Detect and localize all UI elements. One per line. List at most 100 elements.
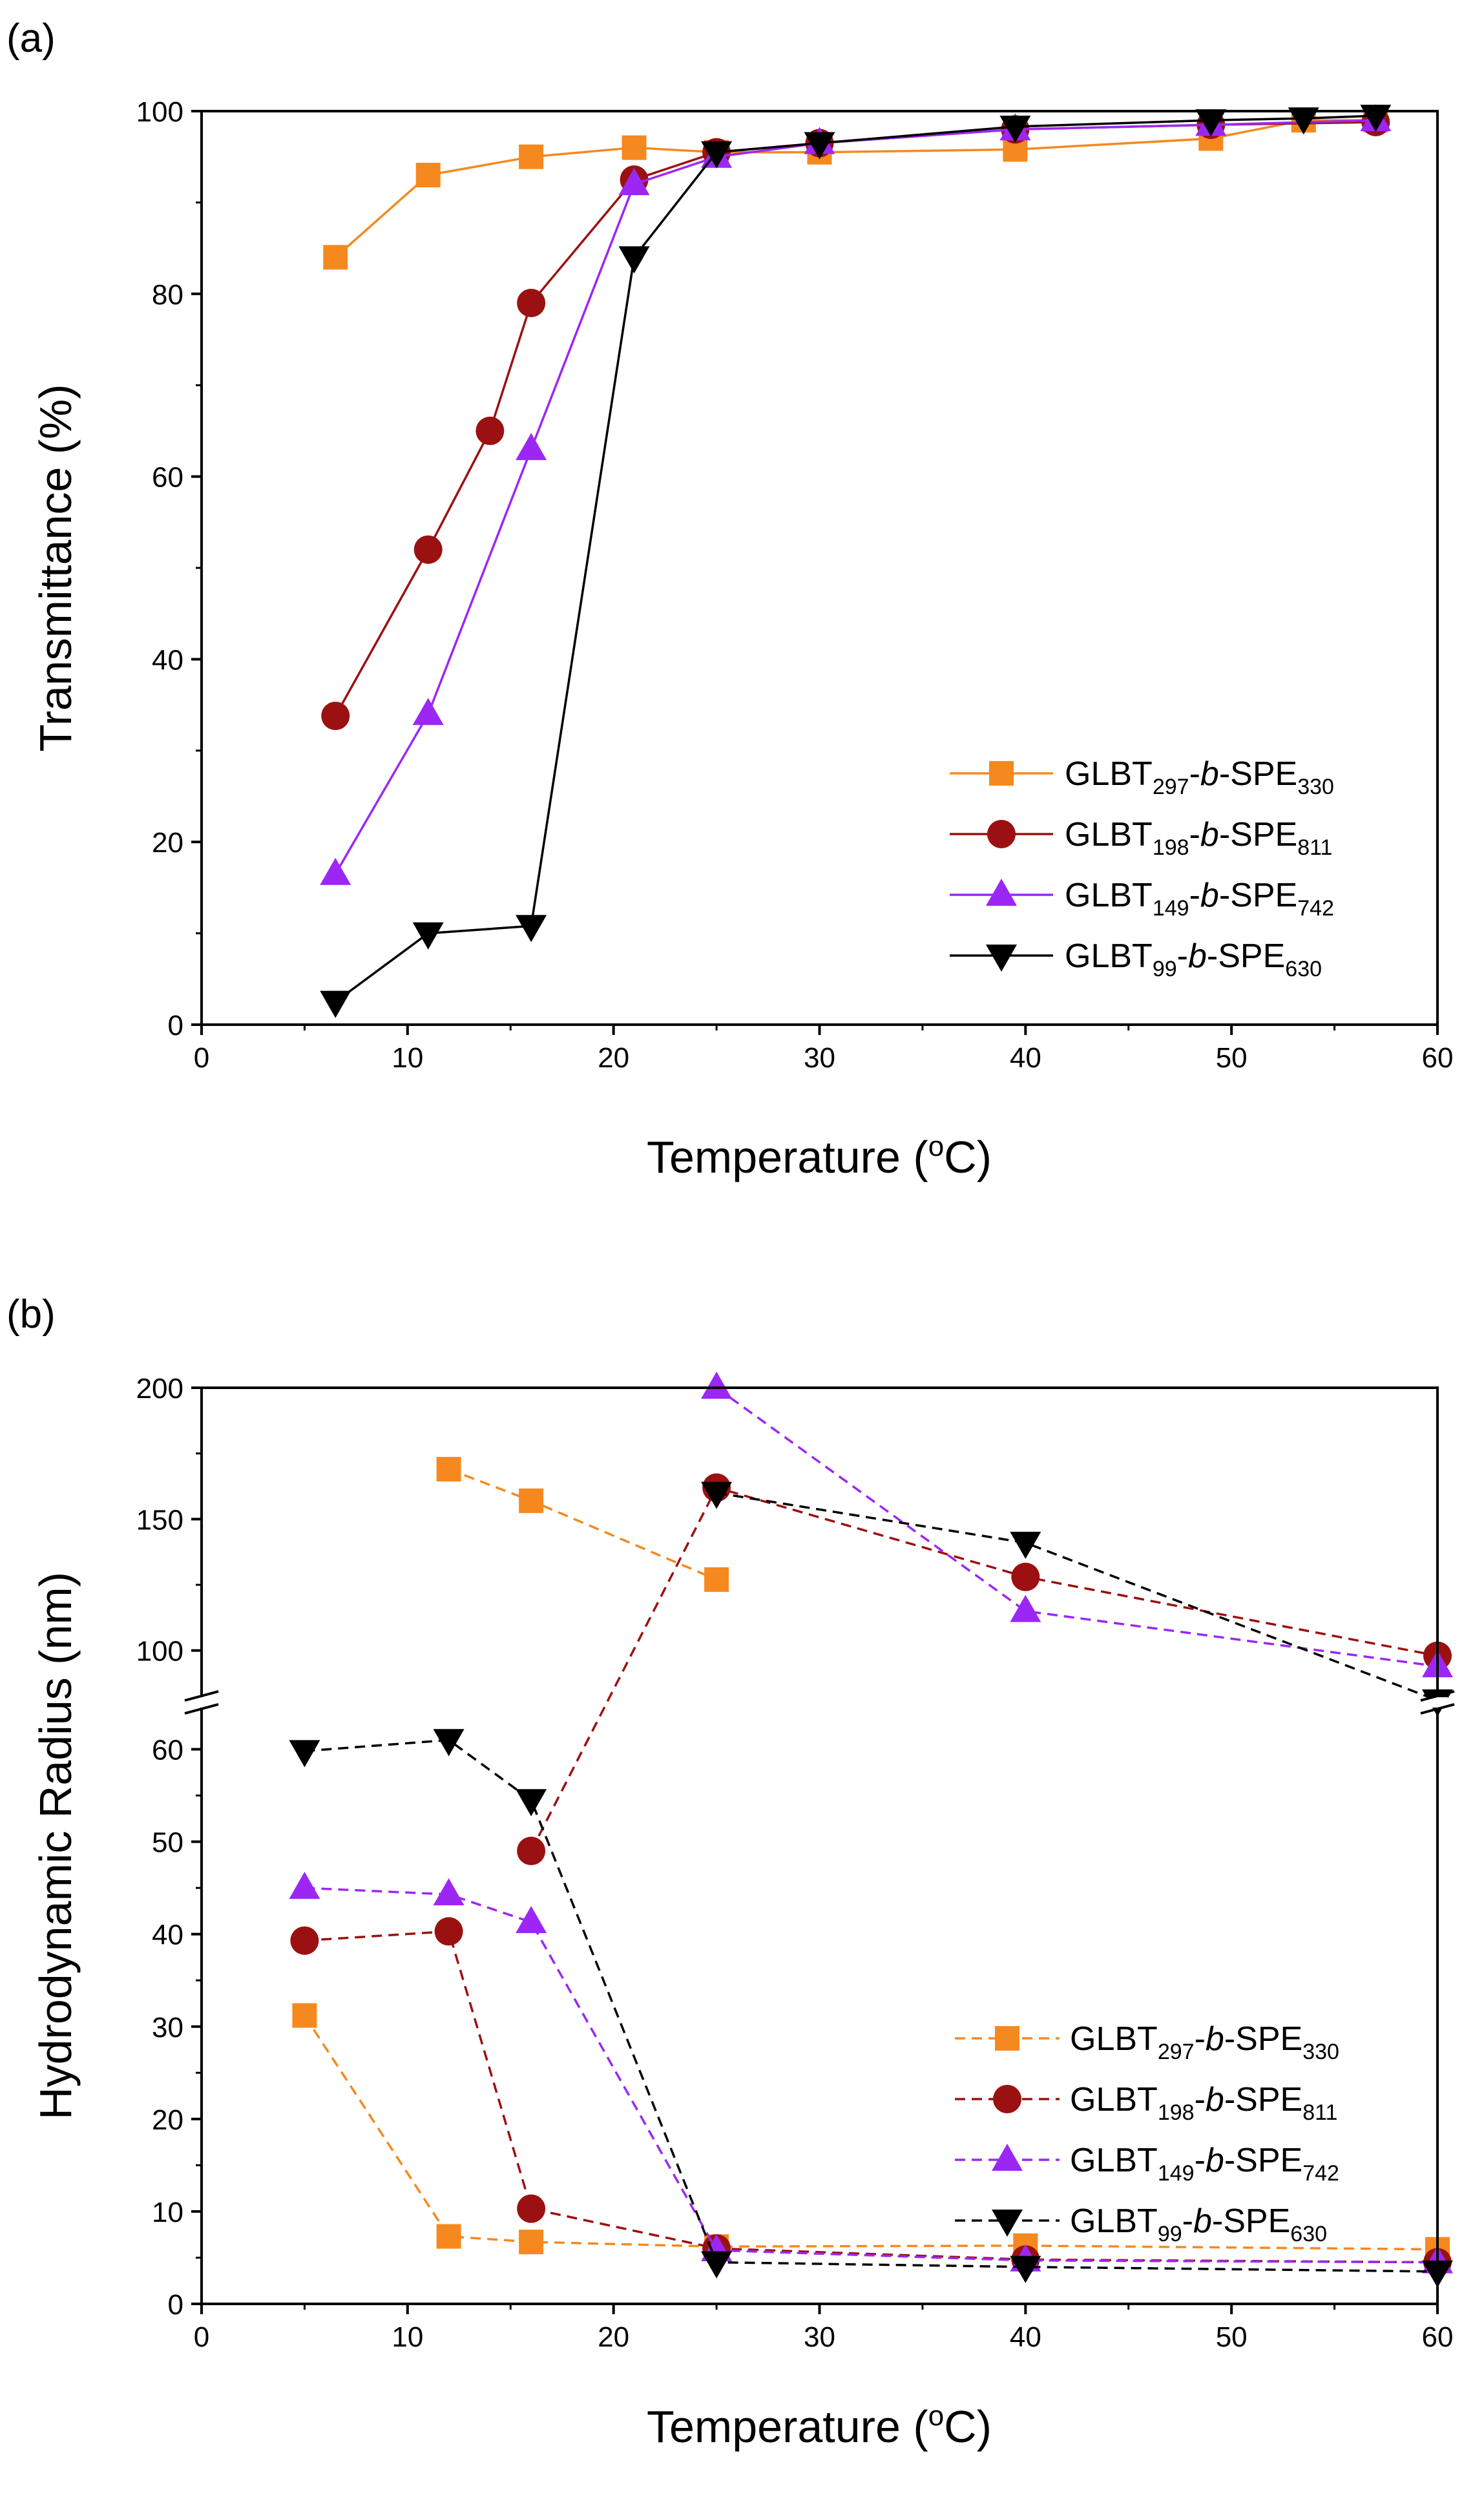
x-tick-label: 0 [194,1042,209,1074]
legend-marker [995,2026,1019,2051]
legend-label-2: GLBT149-b-SPE742 [1070,2142,1339,2186]
data-point-3 [289,1740,320,1768]
legend-label-0: GLBT297-b-SPE330 [1065,755,1334,799]
data-point-upper-3 [701,1481,733,1509]
data-point-3 [1195,109,1227,137]
data-point-upper-3 [1010,1531,1041,1559]
x-axis-label-a: Temperature (oC) [647,1131,992,1182]
data-point-3 [804,132,835,160]
data-point-2 [289,1872,320,1899]
data-point-upper-2 [701,1372,733,1399]
data-point-1 [517,2194,546,2223]
series-line-lower-1 [304,1930,1438,2264]
legend-label-3: GLBT99-b-SPE630 [1065,937,1322,981]
data-point-3 [516,915,547,943]
legend-marker [986,879,1017,906]
chart-transmittance: (a) 0 10 20 30 40 50 60 0 20 40 60 80 100 GLBT297-b-… [6,16,1453,1182]
legend-marker [989,761,1014,786]
data-point-2 [412,698,444,726]
data-point-1 [413,535,443,564]
legend-marker [987,820,1016,848]
x-tick-label: 10 [392,2321,423,2353]
y-tick-label: 10 [152,2197,183,2228]
y-axis-label-b: Hydrodynamic Radius (nm) [30,1572,81,2120]
data-point-upper-0 [519,1488,544,1513]
panel-label-a: (a) [6,16,56,61]
data-point-1 [476,416,505,445]
data-point-upper-0 [436,1457,461,1482]
data-point-0 [519,144,544,169]
x-tick-label: 50 [1216,1042,1248,1074]
y-axis-label-a: Transmittance (%) [30,384,81,751]
data-point-3 [412,922,444,950]
data-point-1 [321,702,350,731]
x-tick-label: 30 [804,1042,835,1074]
data-point-2 [516,433,547,461]
series-line-lower-2 [304,1887,1438,2264]
y-tick-label: 100 [136,1636,183,1668]
legend-label-0: GLBT297-b-SPE330 [1070,2020,1339,2064]
data-point-3 [999,116,1031,143]
x-tick-label: 50 [1216,2321,1248,2353]
x-tick-label: 40 [1010,1042,1041,1074]
legend-marker [992,2210,1023,2237]
y-tick-label: 30 [152,2012,183,2044]
data-point-3 [701,141,733,169]
data-point-3 [1288,107,1319,135]
series-line-lower-0 [303,2014,1438,2251]
data-point-0 [415,162,441,187]
data-point-3 [618,246,650,274]
data-point-3 [433,1729,465,1757]
legend-marker [986,945,1017,972]
data-point-2 [618,168,650,196]
data-point-1 [517,288,546,317]
data-point-0 [436,2224,461,2249]
data-point-1 [290,1926,319,1955]
y-tick-label: 40 [152,644,183,676]
data-point-3 [516,1789,547,1817]
x-axis-label-b: Temperature (oC) [647,2400,992,2452]
data-point-3 [701,2251,733,2279]
data-point-upper-1 [517,1836,546,1865]
data-point-0 [519,2230,544,2255]
y-tick-label: 0 [168,2289,183,2321]
data-point-1 [434,1917,463,1946]
legend-marker [992,2144,1023,2171]
data-point-upper-1 [1011,1562,1040,1591]
legend-label-2: GLBT149-b-SPE742 [1065,877,1334,921]
data-point-0 [292,2003,317,2028]
series-line-3 [335,114,1376,1003]
y-tick-label: 20 [152,2104,183,2136]
legend-label-3: GLBT99-b-SPE630 [1070,2202,1327,2246]
x-tick-label: 60 [1422,1042,1454,1074]
data-point-upper-2 [1010,1595,1041,1622]
data-point-2 [320,857,351,885]
y-tick-label: 40 [152,1919,183,1951]
y-tick-label: 80 [152,279,183,311]
legend-marker [993,2085,1021,2113]
data-point-0 [622,135,647,160]
y-tick-label: 200 [136,1373,183,1405]
data-point-2 [433,1878,465,1906]
data-point-3 [1010,2255,1041,2283]
axis-break-marks [184,1690,1455,1715]
legend-label-1: GLBT198-b-SPE811 [1065,816,1332,860]
panel-label-b: (b) [6,1292,56,1337]
series-line-0 [335,119,1376,258]
y-tick-label: 150 [136,1504,183,1536]
data-point-2 [516,1906,547,1934]
x-tick-label: 0 [194,2321,209,2353]
data-point-upper-0 [704,1567,729,1592]
x-tick-label: 60 [1422,2321,1454,2353]
data-point-3 [320,990,351,1018]
y-tick-label: 20 [152,827,183,859]
series-line-upper-1 [530,1486,1438,1852]
series-line-upper-3 [716,1491,1438,1702]
chart-hydrodynamic-radius: (b) 0 10 20 30 40 50 600102030405060100150200 … [6,1292,1455,2452]
y-tick-label: 0 [168,1010,183,1041]
y-tick-label: 100 [136,96,183,128]
x-tick-label: 30 [804,2321,835,2353]
y-tick-label: 60 [152,462,183,494]
x-tick-label: 20 [598,2321,629,2353]
